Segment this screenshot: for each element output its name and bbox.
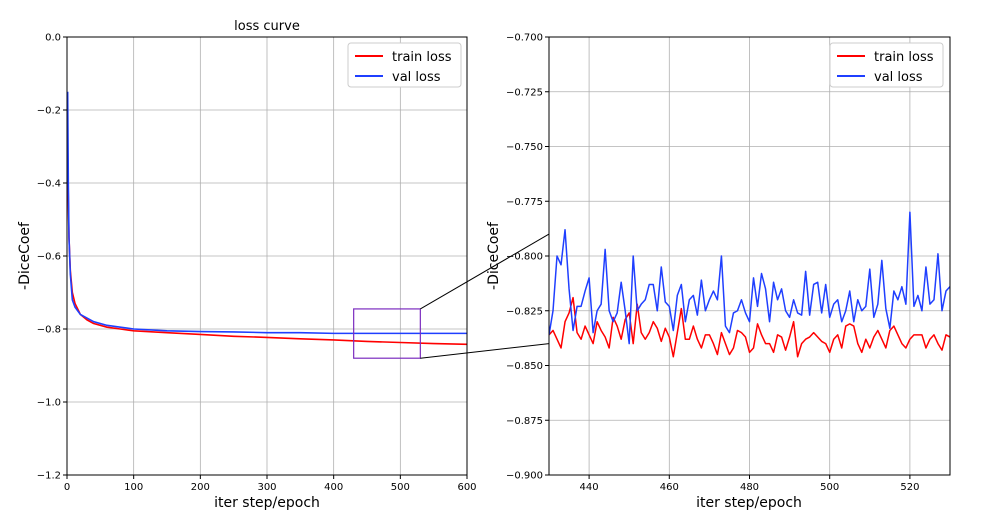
right-y-tick-label: −0.800 <box>506 252 543 263</box>
right-x-axis-label: iter step/epoch <box>696 495 802 511</box>
left-y-tick-label: 0.0 <box>45 33 61 44</box>
zoom-annotation <box>353 233 550 359</box>
right-series-lines <box>549 211 950 358</box>
left-x-tick-label: 600 <box>457 482 476 493</box>
right-y-tick-label: −0.875 <box>506 416 543 427</box>
left-y-tick-label: −0.6 <box>37 252 61 263</box>
zoom-box <box>353 308 421 359</box>
right-x-tick-label: 500 <box>820 482 839 493</box>
left-chart-title: loss curve <box>234 19 300 34</box>
right-legend-val-label: val loss <box>874 70 923 85</box>
left-x-axis-label: iter step/epoch <box>214 495 320 511</box>
left-x-tick-label: 400 <box>324 482 343 493</box>
left-series-val-loss-line <box>67 91 467 335</box>
left-y-axis-label: -DiceCoef <box>17 221 33 290</box>
right-series-train-loss-line <box>549 296 950 358</box>
right-y-axis-label: -DiceCoef <box>486 221 502 290</box>
left-series-lines <box>67 91 467 346</box>
zoom-connector-lower <box>420 343 550 359</box>
right-series-val-loss-line <box>549 211 950 345</box>
left-tick-labels: 0 100 200 300 400 500 600 0.0 −0.2 −0.4 −0.6 −0.8 −1… <box>37 33 477 494</box>
zoom-connector-upper <box>420 233 550 310</box>
right-y-tick-label: −0.900 <box>506 471 543 482</box>
right-y-tick-label: −0.750 <box>506 142 543 153</box>
left-legend: train loss val loss <box>347 42 462 88</box>
left-x-tick-label: 200 <box>191 482 210 493</box>
left-y-tick-label: −0.2 <box>37 106 61 117</box>
left-y-tick-label: −1.0 <box>37 398 61 409</box>
left-y-tick-label: −0.8 <box>37 325 61 336</box>
right-gridlines <box>549 36 950 476</box>
right-legend-train-label: train loss <box>874 50 934 65</box>
left-x-tick-label: 0 <box>64 482 70 493</box>
left-x-tick-label: 100 <box>124 482 143 493</box>
right-x-tick-label: 440 <box>580 482 599 493</box>
left-legend-train-label: train loss <box>392 50 452 65</box>
right-x-tick-label: 520 <box>900 482 919 493</box>
right-tick-labels: 440 460 480 500 520 −0.700 −0.725 −0.750 −0.775 −… <box>506 33 919 494</box>
left-y-tick-label: −1.2 <box>37 471 61 482</box>
right-x-tick-label: 460 <box>660 482 679 493</box>
right-plot-frame <box>548 36 951 476</box>
left-x-tick-label: 500 <box>391 482 410 493</box>
right-y-tick-label: −0.850 <box>506 361 543 372</box>
left-plot-frame <box>66 36 468 476</box>
left-x-tick-label: 300 <box>257 482 276 493</box>
left-legend-val-label: val loss <box>392 70 441 85</box>
right-legend: train loss val loss <box>829 42 944 88</box>
left-gridlines <box>66 36 468 476</box>
right-y-tick-label: −0.775 <box>506 197 543 208</box>
right-y-tick-label: −0.700 <box>506 33 543 44</box>
right-y-tick-label: −0.725 <box>506 87 543 98</box>
left-y-tick-label: −0.4 <box>37 179 61 190</box>
right-y-tick-label: −0.825 <box>506 306 543 317</box>
right-x-tick-label: 480 <box>740 482 759 493</box>
